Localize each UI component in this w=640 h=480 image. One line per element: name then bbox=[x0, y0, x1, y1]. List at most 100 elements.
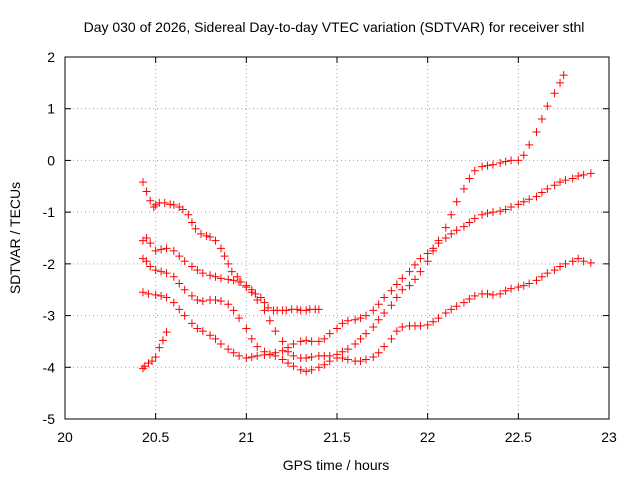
data-point bbox=[293, 305, 302, 314]
data-point bbox=[387, 334, 396, 343]
x-tick-label: 23 bbox=[601, 429, 617, 445]
data-point bbox=[459, 298, 468, 307]
data-point bbox=[574, 254, 583, 263]
data-point bbox=[146, 262, 155, 271]
data-point bbox=[501, 286, 510, 295]
data-point bbox=[507, 284, 516, 293]
data-point bbox=[574, 171, 583, 180]
data-point bbox=[302, 353, 311, 362]
data-point bbox=[483, 209, 492, 218]
data-point bbox=[465, 218, 474, 227]
data-point bbox=[483, 161, 492, 170]
data-point bbox=[206, 271, 215, 280]
data-point bbox=[229, 276, 238, 285]
data-point bbox=[483, 289, 492, 298]
x-tick-label: 20.5 bbox=[142, 429, 169, 445]
series-2 bbox=[138, 71, 568, 362]
data-point bbox=[142, 234, 151, 242]
data-point bbox=[144, 359, 153, 368]
data-point bbox=[537, 188, 546, 197]
data-point bbox=[162, 293, 171, 302]
data-point bbox=[146, 239, 155, 248]
data-point bbox=[138, 288, 147, 297]
data-point bbox=[586, 258, 595, 267]
data-point bbox=[314, 305, 323, 314]
x-tick-label: 21 bbox=[239, 429, 255, 445]
data-point bbox=[235, 277, 244, 286]
data-point bbox=[532, 192, 541, 201]
data-point bbox=[369, 322, 378, 331]
data-point bbox=[410, 275, 419, 284]
data-point bbox=[559, 71, 568, 80]
data-point bbox=[169, 246, 178, 255]
data-point bbox=[151, 352, 160, 361]
data-point bbox=[284, 343, 293, 352]
y-axis-label: SDTVAR / TECUs bbox=[7, 182, 23, 294]
data-point bbox=[416, 254, 425, 263]
y-tick-label: 0 bbox=[47, 152, 55, 168]
data-point bbox=[556, 262, 565, 271]
data-point bbox=[198, 297, 207, 306]
data-point bbox=[253, 296, 262, 305]
data-point bbox=[216, 297, 225, 306]
data-point bbox=[151, 246, 160, 255]
grid bbox=[65, 57, 609, 419]
data-point bbox=[235, 351, 244, 360]
data-point bbox=[470, 214, 479, 223]
data-point bbox=[429, 317, 438, 326]
data-point bbox=[441, 234, 450, 242]
data-point bbox=[423, 320, 432, 329]
data-point bbox=[488, 290, 497, 299]
data-point bbox=[175, 252, 184, 261]
data-point bbox=[586, 169, 595, 178]
data-point bbox=[333, 324, 341, 333]
data-point bbox=[166, 200, 175, 209]
data-point bbox=[191, 224, 200, 233]
data-point bbox=[206, 331, 215, 340]
data-point bbox=[162, 244, 171, 253]
data-point bbox=[180, 285, 189, 294]
data-point bbox=[289, 340, 298, 349]
data-point bbox=[247, 288, 256, 297]
data-point bbox=[271, 351, 280, 360]
data-point bbox=[343, 316, 352, 325]
data-point bbox=[296, 365, 305, 374]
data-point bbox=[380, 342, 389, 351]
data-point bbox=[320, 334, 329, 343]
data-point bbox=[242, 324, 251, 333]
data-point bbox=[148, 357, 157, 366]
data-point bbox=[434, 239, 443, 248]
data-point bbox=[543, 269, 552, 278]
data-point bbox=[387, 286, 396, 295]
data-point bbox=[169, 272, 178, 281]
data-point bbox=[314, 363, 323, 372]
data-point bbox=[289, 351, 298, 360]
data-point bbox=[224, 275, 233, 284]
data-point bbox=[423, 257, 432, 266]
data-point bbox=[343, 355, 352, 364]
data-point bbox=[556, 78, 565, 87]
data-point bbox=[142, 257, 151, 266]
data-point bbox=[452, 302, 461, 311]
data-point bbox=[307, 365, 316, 374]
data-point bbox=[193, 296, 202, 305]
data-point bbox=[496, 207, 505, 216]
data-point bbox=[296, 337, 305, 346]
data-point bbox=[579, 257, 588, 266]
data-point bbox=[543, 184, 552, 193]
series-3 bbox=[138, 169, 595, 359]
data-point bbox=[155, 343, 164, 352]
data-point bbox=[302, 306, 311, 315]
data-point bbox=[151, 200, 160, 209]
data-point bbox=[284, 359, 293, 368]
data-point bbox=[568, 174, 577, 183]
series-4 bbox=[138, 254, 595, 376]
x-tick-label: 20 bbox=[57, 429, 73, 445]
data-point bbox=[387, 301, 396, 310]
data-point bbox=[247, 352, 256, 361]
data-point bbox=[211, 236, 220, 245]
data-point bbox=[561, 259, 570, 268]
data-point bbox=[282, 306, 291, 315]
data-point bbox=[478, 162, 487, 171]
data-point bbox=[561, 176, 570, 185]
